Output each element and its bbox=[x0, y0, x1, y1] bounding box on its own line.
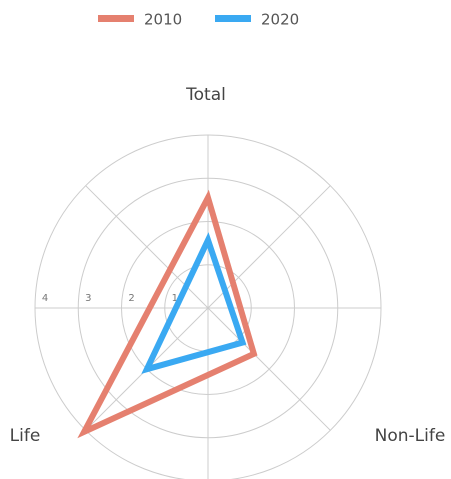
r-tick-label: 1 bbox=[172, 293, 178, 304]
legend-swatch bbox=[98, 15, 134, 22]
axis-label: Total bbox=[185, 85, 226, 105]
r-tick-label: 3 bbox=[85, 293, 91, 304]
legend-swatch bbox=[215, 15, 251, 22]
grid-ring bbox=[121, 221, 295, 395]
axis-label: Life bbox=[10, 426, 41, 446]
grid-ring bbox=[77, 177, 339, 439]
r-tick-label: 4 bbox=[42, 293, 48, 304]
legend-label: 2010 bbox=[144, 11, 182, 29]
grid-ring bbox=[34, 134, 382, 479]
series-polygon bbox=[141, 232, 247, 374]
r-tick-label: 2 bbox=[128, 293, 134, 304]
legend-label: 2020 bbox=[261, 11, 299, 29]
axis-label: Non-Life bbox=[375, 426, 446, 446]
series-polygon bbox=[77, 189, 258, 439]
